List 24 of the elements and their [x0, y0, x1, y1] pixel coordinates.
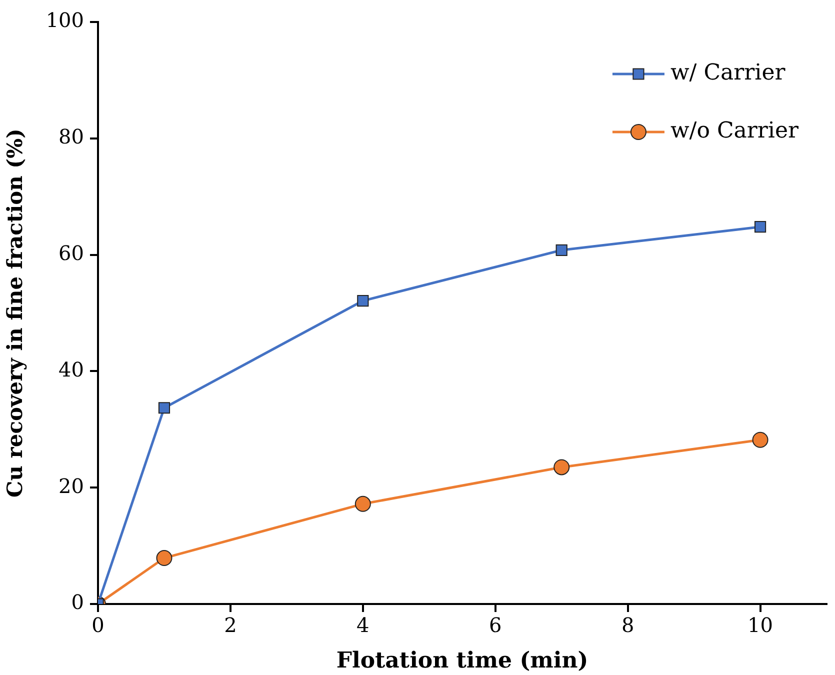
y-tick-label: 40: [58, 357, 84, 382]
point: [752, 432, 768, 448]
legend-label: w/ Carrier: [670, 60, 786, 86]
y-tick-label: 60: [58, 241, 84, 266]
x-tick-label: 4: [356, 613, 370, 638]
point: [156, 550, 172, 566]
x-axis-title: Flotation time (min): [336, 648, 588, 674]
y-axis-title: Cu recovery in fine fraction (%): [2, 128, 28, 498]
legend-label: w/o Carrier: [670, 118, 799, 144]
point: [357, 294, 369, 307]
point: [158, 402, 170, 414]
x-tick-label: 6: [488, 613, 502, 638]
y-tick-label: 0: [71, 590, 84, 614]
x-tick-label: 10: [748, 613, 773, 638]
y-tick-label: 20: [58, 474, 84, 498]
y-tick-label: 80: [58, 124, 84, 149]
x-tick-label: 0: [92, 613, 104, 638]
point: [754, 221, 766, 233]
y-tick-label: 100: [46, 8, 84, 32]
x-tick-label: 2: [224, 613, 237, 638]
point: [554, 459, 570, 476]
x-tick-label: 8: [621, 613, 634, 638]
point: [556, 244, 568, 256]
point: [354, 496, 371, 512]
